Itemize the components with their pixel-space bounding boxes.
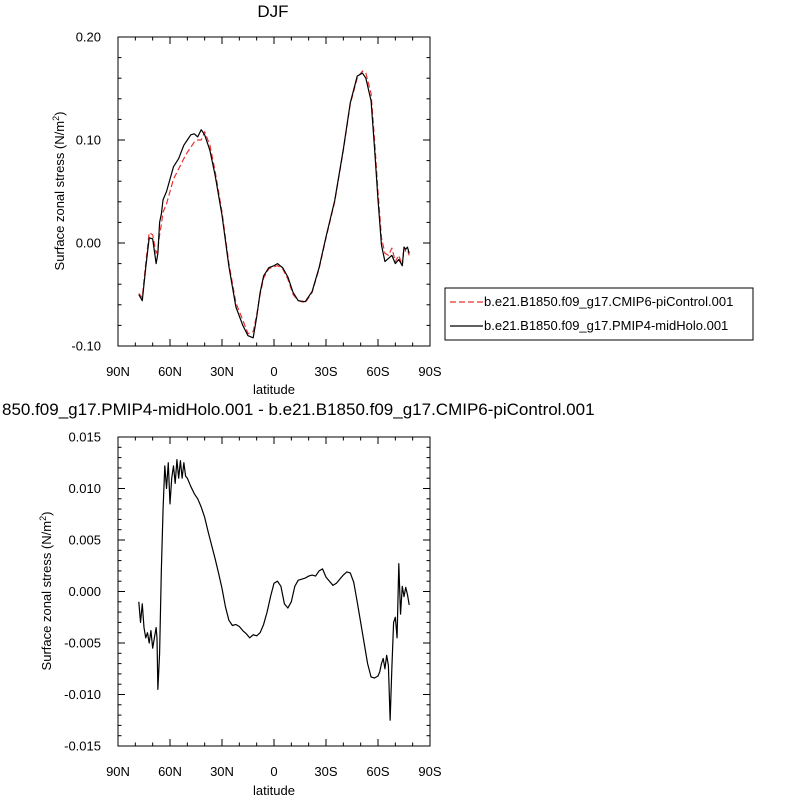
x-tick-label: 90N xyxy=(106,764,130,779)
series-layer xyxy=(138,70,410,339)
y-tick-label: -0.10 xyxy=(71,339,101,354)
panel-difference: 850.f09_g17.PMIP4-midHolo.001 - b.e21.B1… xyxy=(2,400,595,798)
x-tick-labels: 90N 60N 30N 0 30S 60S 90S xyxy=(106,364,442,379)
y-tick-label: -0.005 xyxy=(64,636,101,651)
y-axis-label: Surface zonal stress (N/m2) xyxy=(38,512,54,671)
y-tick-label: 0.20 xyxy=(76,30,101,45)
y-tick-label: 0.015 xyxy=(68,430,101,445)
series-line-0 xyxy=(138,459,410,721)
x-tick-label: 90N xyxy=(106,364,130,379)
panel-djf: DJF -0.100.000.100.20 90N 60N 30N 0 30S 60S 90… xyxy=(51,2,754,397)
plot-frame xyxy=(117,436,431,747)
tick-marks xyxy=(117,36,431,347)
y-tick-label: -0.015 xyxy=(64,739,101,754)
y-tick-labels: -0.10 0.00 0.10 0.20 xyxy=(71,30,101,354)
chart-title: 850.f09_g17.PMIP4-midHolo.001 - b.e21.B1… xyxy=(2,400,595,419)
series-line-0 xyxy=(138,70,410,335)
x-tick-label: 30S xyxy=(314,364,337,379)
x-tick-label: 60S xyxy=(366,764,389,779)
x-axis-label: latitude xyxy=(253,382,295,397)
x-tick-label: 0 xyxy=(270,764,277,779)
series-layer xyxy=(138,459,410,721)
legend-label-midholo: b.e21.B1850.f09_g17.PMIP4-midHolo.001 xyxy=(484,318,728,333)
y-tick-label: -0.010 xyxy=(64,687,101,702)
x-tick-label: 30N xyxy=(210,764,234,779)
x-tick-label: 60S xyxy=(366,364,389,379)
x-tick-label: 0 xyxy=(270,364,277,379)
y-tick-labels: -0.015 -0.010 -0.005 0.000 0.005 0.010 0.015 xyxy=(64,430,101,754)
tick-marks xyxy=(117,436,431,747)
series-line-1 xyxy=(138,72,410,339)
legend-label-picontrol: b.e21.B1850.f09_g17.CMIP6-piControl.001 xyxy=(484,294,733,309)
y-tick-label: 0.00 xyxy=(76,236,101,251)
y-tick-label: 0.005 xyxy=(68,533,101,548)
chart-title: DJF xyxy=(257,2,288,21)
y-tick-label: 0.000 xyxy=(68,584,101,599)
x-tick-label: 60N xyxy=(158,364,182,379)
y-tick-label: 0.010 xyxy=(68,481,101,496)
legend: b.e21.B1850.f09_g17.CMIP6-piControl.001 … xyxy=(444,287,754,341)
x-tick-label: 60N xyxy=(158,764,182,779)
y-tick-label: 0.10 xyxy=(76,133,101,148)
plot-frame xyxy=(117,36,431,347)
x-tick-label: 90S xyxy=(418,764,441,779)
x-tick-labels: 90N 60N 30N 0 30S 60S 90S xyxy=(106,764,442,779)
legend-box xyxy=(444,287,754,341)
x-axis-label: latitude xyxy=(253,783,295,798)
x-tick-label: 30N xyxy=(210,364,234,379)
x-tick-label: 30S xyxy=(314,764,337,779)
y-axis-label: Surface zonal stress (N/m2) xyxy=(51,112,67,271)
x-tick-label: 90S xyxy=(418,364,441,379)
